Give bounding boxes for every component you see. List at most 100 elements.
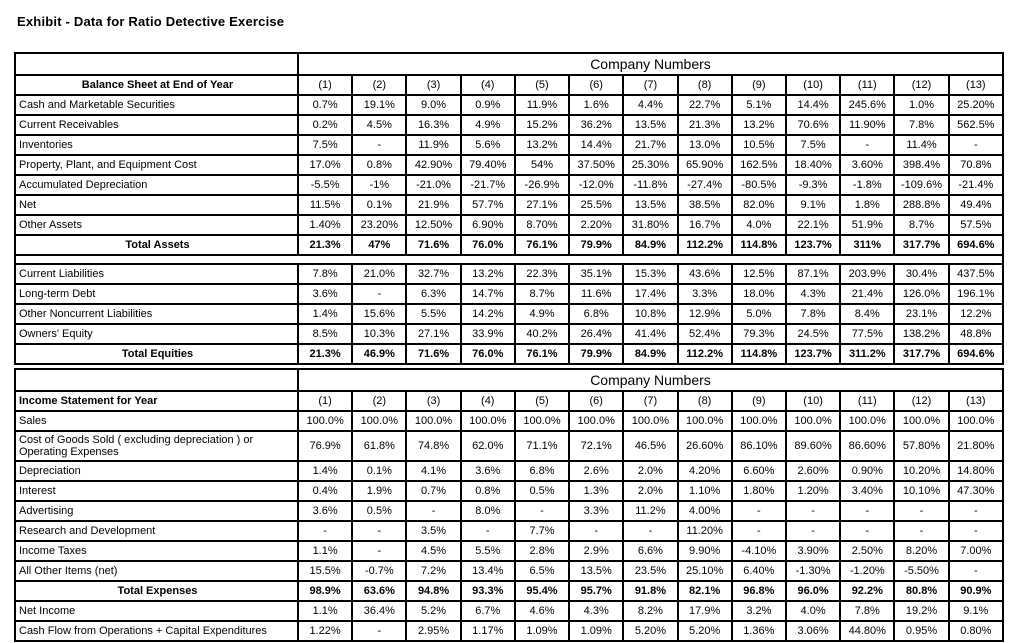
table-cell: 1.80% <box>730 480 787 502</box>
table-cell: 12.9% <box>676 303 733 325</box>
row-label: Cash and Marketable Securities <box>14 94 299 116</box>
table-cell: 123.7% <box>784 343 842 365</box>
table-cell: 138.2% <box>893 323 950 345</box>
section-title: Balance Sheet at End of Year <box>14 74 299 96</box>
table-cell: 1.9% <box>351 480 408 502</box>
table-cell: -0.7% <box>351 560 408 582</box>
table-cell: 7.5% <box>784 134 842 156</box>
table-cell: -80.5% <box>730 174 787 196</box>
table-cell: 42.90% <box>405 154 462 176</box>
table-cell: 2.9% <box>568 540 625 562</box>
table-cell: 21.9% <box>405 194 462 216</box>
table-cell: 162.5% <box>730 154 787 176</box>
table-cell: 2.0% <box>622 480 679 502</box>
page-title: Exhibit - Data for Ratio Detective Exerc… <box>17 14 285 29</box>
column-header: (6) <box>568 74 625 96</box>
table-cell: -109.6% <box>893 174 950 196</box>
table-cell: 398.4% <box>893 154 950 176</box>
table-cell: 5.2% <box>405 600 462 622</box>
table-cell: 14.4% <box>568 134 625 156</box>
table-cell: 7.7% <box>513 520 571 542</box>
table-cell: 7.5% <box>296 134 354 156</box>
table-cell: -26.9% <box>513 174 571 196</box>
column-header: (3) <box>405 390 462 412</box>
table-cell: 6.90% <box>459 214 516 236</box>
table-cell: 11.6% <box>568 283 625 305</box>
row-label: Inventories <box>14 134 299 156</box>
table-cell: 13.5% <box>622 194 679 216</box>
table-cell: 0.5% <box>351 500 408 522</box>
table-cell: 0.5% <box>513 480 571 502</box>
table-cell: 1.6% <box>568 94 625 116</box>
table-cell: 70.8% <box>947 154 1005 176</box>
table-cell: 4.9% <box>459 114 516 136</box>
table-cell: 17.9% <box>676 600 733 622</box>
table-cell: -21.4% <box>947 174 1005 196</box>
table-cell: 27.1% <box>405 323 462 345</box>
table-cell: 16.3% <box>405 114 462 136</box>
table-cell: -11.8% <box>622 174 679 196</box>
table-cell: 0.7% <box>405 480 462 502</box>
table-cell: - <box>947 520 1005 542</box>
column-header: (9) <box>730 74 787 96</box>
table-cell: - <box>730 520 787 542</box>
table-cell: 18.40% <box>784 154 842 176</box>
table-cell: 6.8% <box>568 303 625 325</box>
table-cell: 82.0% <box>730 194 787 216</box>
spacer-row-cell <box>14 254 1004 265</box>
table-cell: 3.2% <box>730 600 787 622</box>
table-cell: 23.5% <box>622 560 679 582</box>
row-label: Interest <box>14 480 299 502</box>
column-header: (1) <box>296 390 354 412</box>
table-cell: 6.8% <box>513 460 571 482</box>
table-cell: -1.20% <box>839 560 896 582</box>
table-cell: 43.6% <box>676 263 733 285</box>
table-cell: 0.8% <box>351 154 408 176</box>
table-cell: -5.5% <box>296 174 354 196</box>
table-cell: 95.7% <box>568 580 625 602</box>
table-cell: 5.1% <box>730 94 787 116</box>
table-cell: - <box>839 500 896 522</box>
column-header: (11) <box>839 390 896 412</box>
table-cell: 87.1% <box>784 263 842 285</box>
table-cell: 100.0% <box>730 410 787 432</box>
table-cell: 76.1% <box>513 234 571 256</box>
group-header-row: Company Numbers <box>14 368 1004 392</box>
table-cell: - <box>947 560 1005 582</box>
table-cell: 0.9% <box>459 94 516 116</box>
table-row: Sales 100.0% 100.0% 100.0% 100.0% 100.0% 100.0… <box>14 410 1005 432</box>
table-cell: 3.40% <box>839 480 896 502</box>
table-cell: 12.2% <box>947 303 1005 325</box>
table-cell: 96.8% <box>730 580 787 602</box>
table-cell: -5.50% <box>893 560 950 582</box>
table-cell: 71.6% <box>405 343 462 365</box>
table-cell: - <box>513 500 571 522</box>
table-cell: 93.3% <box>459 580 516 602</box>
table-cell: 32.7% <box>405 263 462 285</box>
table-cell: - <box>459 520 516 542</box>
table-cell: 13.5% <box>622 114 679 136</box>
table-cell: 37.50% <box>568 154 625 176</box>
table-income: Company Numbers Income Statement for Year… <box>14 368 1005 642</box>
table-cell: - <box>893 500 950 522</box>
table-cell: 100.0% <box>351 410 408 432</box>
table-cell: 5.20% <box>676 620 733 642</box>
section-title: Income Statement for Year <box>14 390 299 412</box>
table-cell: 8.4% <box>839 303 896 325</box>
table-cell: 3.6% <box>459 460 516 482</box>
column-header: (2) <box>351 74 408 96</box>
table-cell: - <box>296 520 354 542</box>
table-cell: 7.8% <box>839 600 896 622</box>
table-cell: 3.3% <box>676 283 733 305</box>
table-cell: 82.1% <box>676 580 733 602</box>
table-cell: 14.2% <box>459 303 516 325</box>
table-row: Total Assets 21.3% 47% 71.6% 76.0% 76.1% 79.9%… <box>14 234 1005 256</box>
table-cell: 6.5% <box>513 560 571 582</box>
table-cell: 79.9% <box>568 343 625 365</box>
table-cell: -9.3% <box>784 174 842 196</box>
table-cell: - <box>351 540 408 562</box>
table-cell: 5.20% <box>622 620 679 642</box>
table-cell: 46.5% <box>622 430 679 462</box>
table-cell: - <box>351 283 408 305</box>
table-cell: 112.2% <box>676 234 733 256</box>
